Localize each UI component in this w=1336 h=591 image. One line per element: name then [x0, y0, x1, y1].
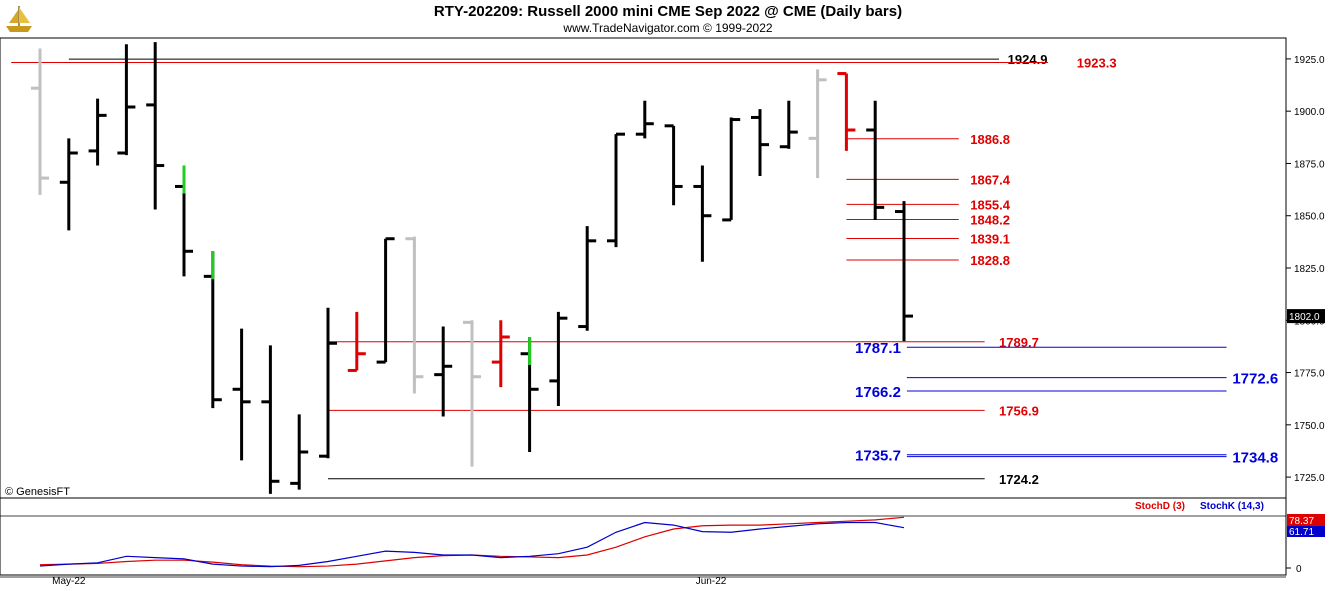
ohlc-bar: [175, 165, 193, 277]
ohlc-bar: [635, 100, 654, 139]
last-price-badge: [1287, 309, 1325, 324]
level-label: 1923.3: [1077, 55, 1117, 70]
level-label: 1924.9: [1008, 52, 1048, 67]
stoch-tick-label: 0: [1296, 564, 1302, 575]
stochd-value: 78.37: [1289, 516, 1314, 527]
ohlc-bar: [117, 44, 136, 156]
ohlc-bar: [693, 165, 712, 262]
x-axis-label: May-22: [52, 576, 86, 587]
ohlc-bar: [837, 72, 856, 151]
level-label: 1772.6: [1232, 371, 1278, 388]
level-label: 1787.1: [855, 340, 901, 357]
ohlc-bar: [31, 48, 49, 195]
level-label: 1724.2: [999, 472, 1039, 487]
genesis-watermark: © GenesisFT: [5, 486, 70, 498]
ohlc-bar: [347, 311, 366, 372]
y-tick-label: 1925.0: [1294, 55, 1325, 66]
ohlc-bar: [578, 226, 597, 331]
level-label: 1734.8: [1232, 450, 1278, 467]
ohlc-bar: [59, 138, 78, 231]
level-label: 1789.7: [999, 335, 1039, 350]
level-label: 1839.1: [970, 232, 1010, 247]
stochk-badge: [1287, 526, 1325, 537]
ship-logo-icon: [6, 6, 32, 32]
level-label: 1886.8: [970, 132, 1010, 147]
y-tick-label: 1775.0: [1294, 369, 1325, 380]
last-price-label: 1802.0: [1289, 312, 1320, 323]
ohlc-bar: [463, 320, 481, 467]
ohlc-bar: [290, 414, 309, 490]
ohlc-bar: [232, 328, 251, 461]
ohlc-bar: [405, 236, 424, 394]
level-label: 1848.2: [970, 212, 1010, 227]
stochk-legend: StochK (14,3): [1200, 501, 1264, 512]
y-tick-label: 1750.0: [1294, 421, 1325, 432]
ohlc-bar: [491, 320, 510, 388]
stochd-badge: [1287, 514, 1325, 526]
level-label: 1828.8: [970, 253, 1010, 268]
ohlc-bar: [434, 326, 453, 417]
ohlc-bar: [88, 98, 107, 166]
y-tick-label: 1900.0: [1294, 107, 1325, 118]
y-tick-label: 1725.0: [1294, 473, 1325, 484]
y-tick-label: 1875.0: [1294, 159, 1325, 170]
ohlc-bar: [664, 124, 683, 206]
ohlc-bar: [261, 345, 280, 494]
stoch-panel: [0, 497, 1287, 576]
ohlc-bar: [779, 100, 798, 149]
level-label: 1855.4: [970, 197, 1011, 212]
ohlc-bar: [520, 337, 539, 452]
ohlc-bar: [146, 42, 165, 210]
ohlc-bar: [895, 201, 913, 342]
ohlc-bar: [808, 69, 827, 179]
level-label: 1735.7: [855, 448, 901, 465]
ohlc-bar: [722, 117, 741, 222]
stochk-value: 61.71: [1289, 527, 1314, 538]
chart-title: RTY-202209: Russell 2000 mini CME Sep 20…: [433, 3, 903, 20]
ohlc-bar: [549, 311, 568, 406]
stoch-line: [39, 521, 905, 568]
ohlc-bar: [607, 132, 625, 248]
ohlc-bar: [751, 109, 769, 176]
level-label: 1766.2: [855, 384, 901, 401]
price-panel: [0, 37, 1287, 499]
x-axis-label: Jun-22: [696, 576, 727, 587]
stochd-legend: StochD (3): [1135, 501, 1185, 512]
y-tick-label: 1825.0: [1294, 264, 1325, 275]
ohlc-bar: [866, 100, 885, 220]
ohlc-bar: [319, 307, 337, 459]
chart-subtitle: www.TradeNavigator.com © 1999-2022: [563, 21, 773, 35]
level-label: 1867.4: [970, 172, 1011, 187]
level-label: 1756.9: [999, 403, 1039, 418]
ohlc-bar: [376, 237, 395, 364]
ohlc-bar: [203, 251, 222, 409]
chart-header: RTY-202209: Russell 2000 mini CME Sep 20…: [0, 0, 1336, 38]
y-tick-label: 1850.0: [1294, 212, 1325, 223]
